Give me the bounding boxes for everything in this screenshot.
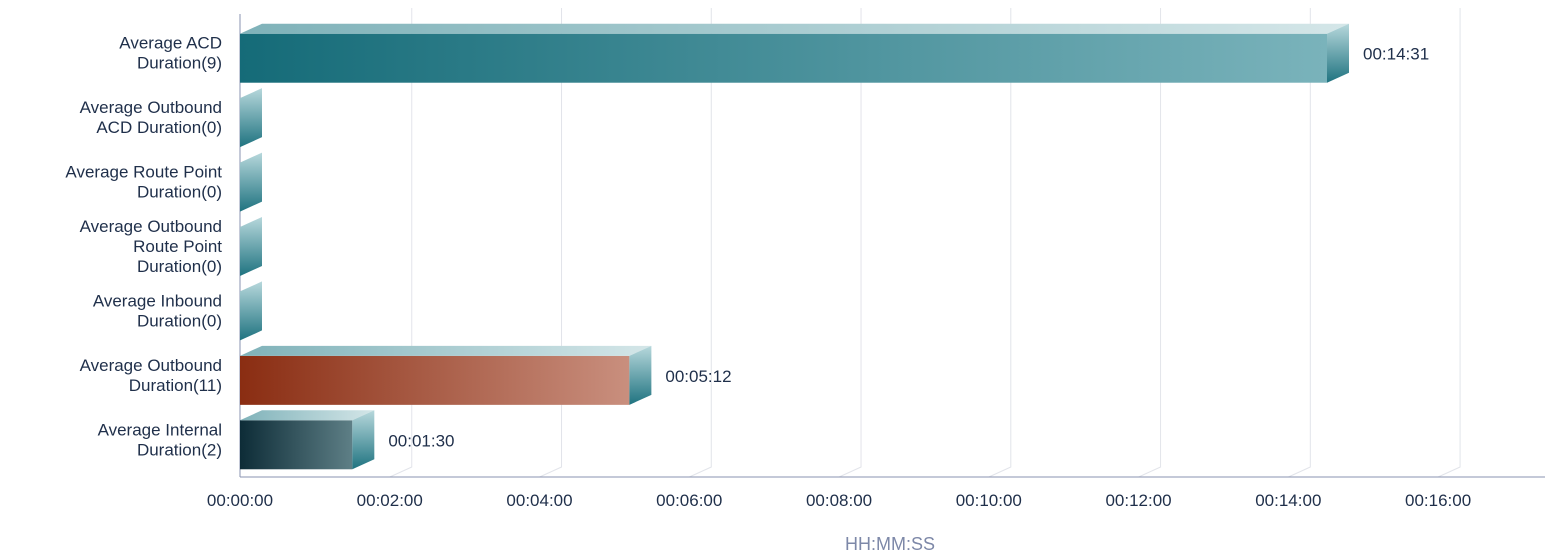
axes [239,14,1545,478]
bar [240,281,262,341]
gridline [1437,8,1461,478]
bar-side [240,281,262,341]
gridline [838,8,862,478]
x-tick-label: 00:02:00 [357,491,423,510]
bar-top [240,345,652,356]
bar-side [1327,23,1350,83]
x-tick-label: 00:16:00 [1405,491,1471,510]
gridline [689,8,712,478]
category-label: Average ACD Duration(9) [119,34,222,73]
bar-side [629,345,652,405]
bar [240,217,262,276]
bars [240,23,1350,470]
gridline [988,8,1012,478]
value-label: 00:05:12 [665,367,731,386]
bar [240,152,262,212]
category-label: Average Route Point Duration(0) [65,163,222,202]
bar [240,410,375,470]
category-label: Average Outbound Route Point Duration(0) [80,217,223,276]
bar-side [240,152,262,212]
gridlines [389,8,1461,478]
bar-side [240,217,262,276]
category-label: Average Inbound Duration(0) [93,291,222,330]
bar-front [240,355,630,405]
x-tick-label: 00:00:00 [207,491,273,510]
gridline [389,8,413,478]
bar [240,88,262,148]
bar-front [240,33,1328,83]
bar-side [352,410,375,470]
bar-side [240,88,262,148]
x-axis-title: HH:MM:SS [845,534,935,554]
x-tick-label: 00:14:00 [1255,491,1321,510]
category-label: Average Internal Duration(2) [98,420,222,459]
labels: 00:00:00 00:02:00 00:04:00 00:06:00 00:08:00… [65,34,1471,510]
bar-top [240,23,1350,34]
category-label: Average Outbound ACD Duration(0) [80,98,222,137]
x-tick-label: 00:12:00 [1105,491,1171,510]
category-label: Average Outbound Duration(11) [80,356,222,395]
value-label: 00:14:31 [1363,45,1429,64]
bar-front [240,420,353,470]
bar-top [240,410,375,421]
gridline [1138,8,1162,478]
x-tick-label: 00:08:00 [806,491,872,510]
gridline [539,8,563,478]
x-tick-label: 00:04:00 [506,491,572,510]
bar [240,23,1350,83]
x-tick-label: 00:06:00 [656,491,722,510]
bar [240,345,652,405]
value-label: 00:01:30 [388,431,454,450]
x-tick-label: 00:10:00 [956,491,1022,510]
gridline [1288,8,1311,478]
